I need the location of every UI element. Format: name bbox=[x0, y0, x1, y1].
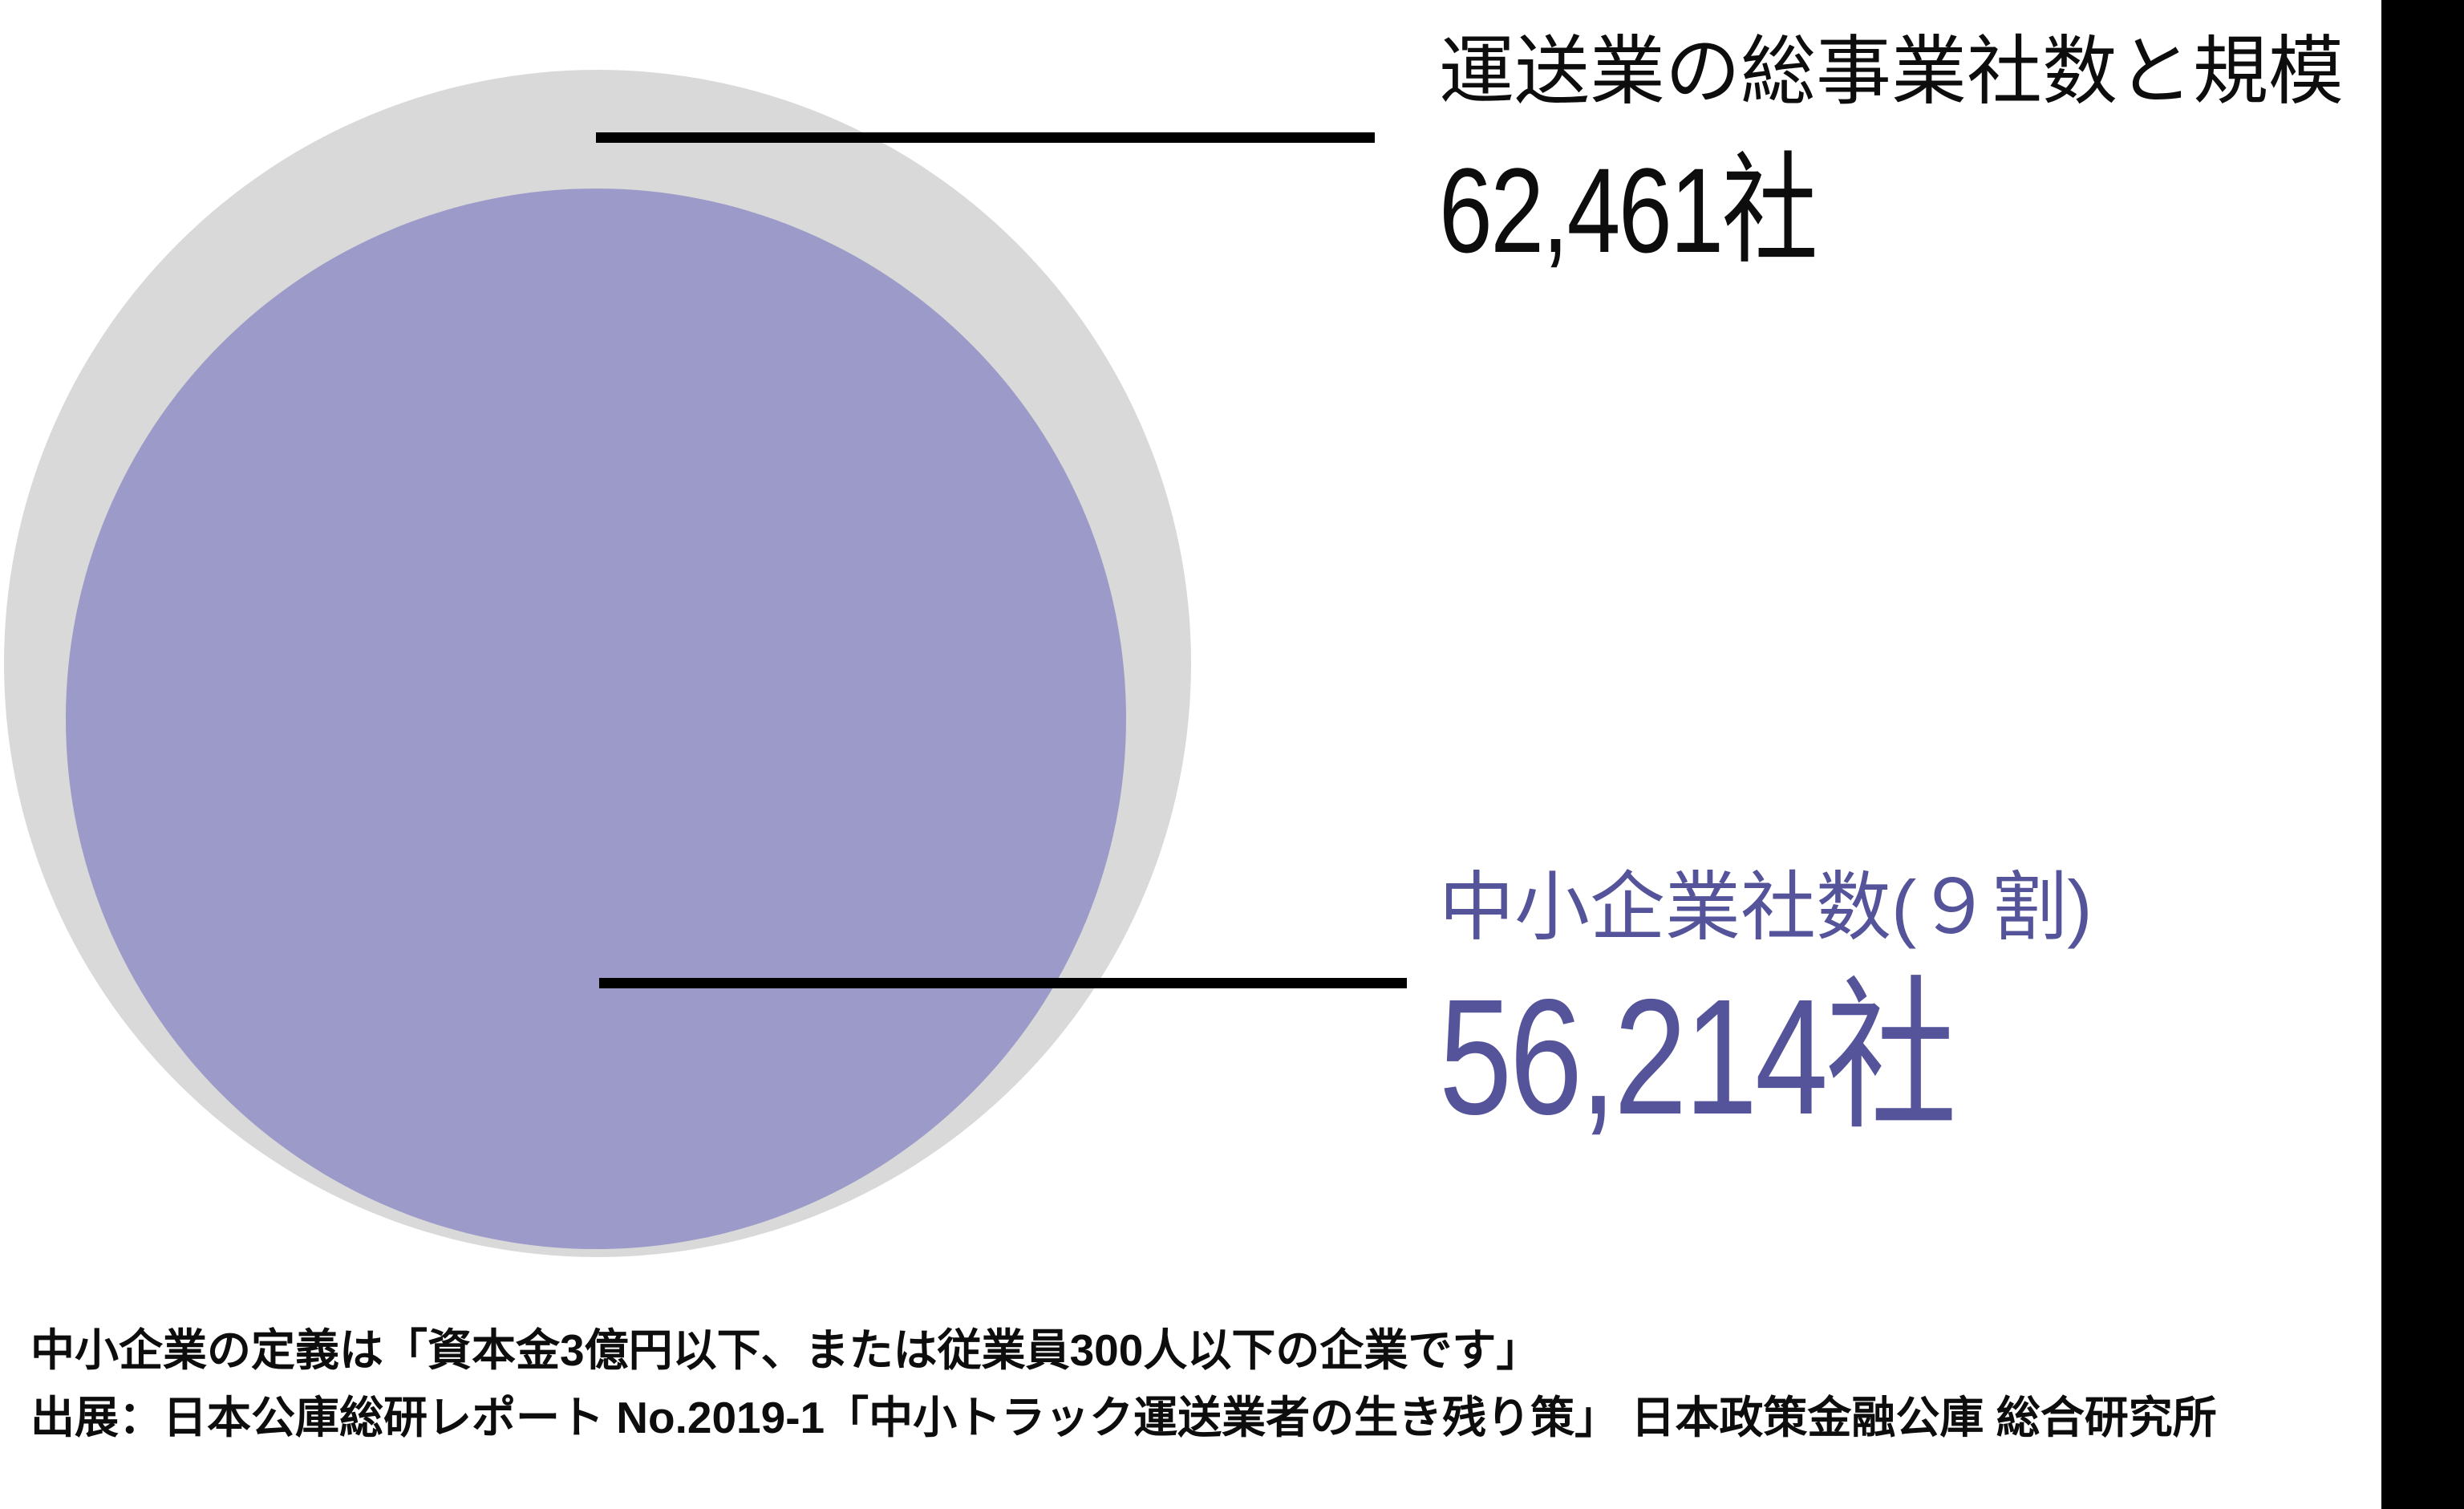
sme-value-unit: 社 bbox=[1825, 965, 1957, 1149]
right-edge-black-bar bbox=[2381, 0, 2464, 1509]
footnote-sme-definition: 中小企業の定義は「資本金3億円以下、または従業員300人以下の企業です」 bbox=[30, 1325, 1541, 1375]
footnote-source: 出展：日本公庫総研レポート No.2019-1「中小トラック運送業者の生き残り策… bbox=[30, 1392, 2217, 1442]
total-label: 運送業の総事業社数と規模 bbox=[1439, 29, 2344, 113]
sme-value: 56,214社 bbox=[1439, 965, 2083, 1150]
footnotes: 中小企業の定義は「資本金3億円以下、または従業員300人以下の企業です」 出展：… bbox=[30, 1317, 2217, 1451]
sme-value-number: 56,214 bbox=[1439, 965, 1828, 1149]
total-value: 62,461社 bbox=[1439, 143, 1911, 278]
leader-line-sme bbox=[599, 978, 1407, 988]
leader-line-total bbox=[596, 132, 1375, 143]
total-value-number: 62,461 bbox=[1439, 143, 1724, 278]
inner-circle-sme-companies bbox=[66, 189, 1126, 1249]
total-value-unit: 社 bbox=[1721, 143, 1818, 278]
sme-label: 中小企業社数(９割) bbox=[1439, 865, 2093, 949]
